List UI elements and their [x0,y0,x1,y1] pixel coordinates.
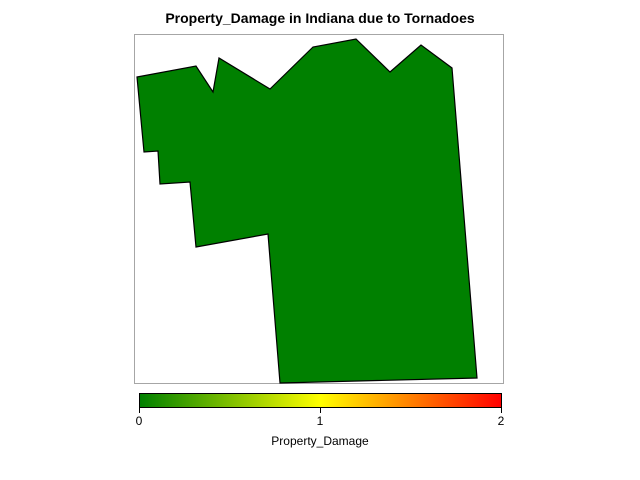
map-frame [134,34,504,384]
legend-tick-label: 0 [135,414,143,428]
legend-title: Property_Damage [271,434,369,448]
map-title: Property_Damage in Indiana due to Tornad… [165,10,475,26]
legend-tick-label: 1 [316,414,324,428]
legend-tick-mark-2 [501,408,502,413]
legend-tick-mark-1 [320,408,321,413]
legend-tick-mark-0 [139,408,140,413]
color-scale-bar [139,393,502,408]
legend-tick-label: 2 [497,414,505,428]
region-indiana [136,38,478,384]
